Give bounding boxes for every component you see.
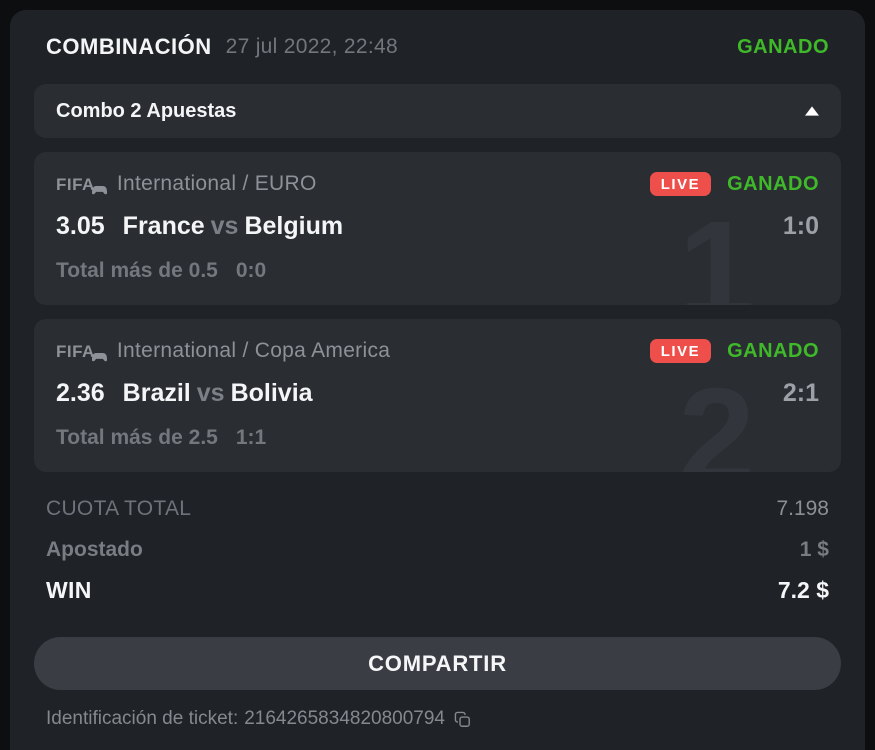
vs-label: vs [196, 379, 225, 407]
match-score: 1:0 [782, 212, 819, 240]
total-odds-value: 7.198 [776, 496, 829, 520]
ticket-header: COMBINACIÓN 27 jul 2022, 22:48 GANADO [34, 32, 841, 62]
total-odds-label: CUOTA TOTAL [46, 496, 192, 520]
match-row: 2.36 Brazil vs Bolivia 2:1 [56, 379, 819, 408]
bet-number-watermark: 1 [678, 193, 755, 305]
bet-card-1: 1 FIFA International / EURO LIVE GANADO … [34, 152, 841, 305]
bet-status: GANADO [727, 339, 819, 362]
stake-value: 1 $ [799, 537, 829, 561]
ticket-summary: CUOTA TOTAL 7.198 Apostado 1 $ WIN 7.2 $ [34, 488, 841, 611]
win-value: 7.2 $ [777, 577, 829, 603]
stake-label: Apostado [46, 537, 143, 561]
gamepad-icon [91, 185, 107, 195]
bet-odds: 3.05 [56, 212, 105, 240]
market-row: Total más de 2.5 1:1 [56, 426, 819, 450]
market-score: 0:0 [235, 259, 267, 282]
ticket-id-value: 2164265834820800794 [244, 708, 445, 729]
ticket-type-title: COMBINACIÓN [46, 34, 212, 59]
ticket-date: 27 jul 2022, 22:48 [225, 35, 398, 58]
combo-label: Combo 2 Apuestas [56, 99, 237, 122]
league-name: International / Copa America [116, 339, 391, 362]
vs-label: vs [210, 212, 239, 240]
bet-number-watermark: 2 [678, 360, 755, 472]
away-team: Belgium [244, 212, 344, 240]
ticket-id-row: Identificación de ticket: 21642658348208… [34, 708, 841, 730]
match-teams: France vs Belgium [123, 212, 343, 241]
market-score: 1:1 [235, 426, 267, 449]
bet-ticket-panel: COMBINACIÓN 27 jul 2022, 22:48 GANADO Co… [10, 10, 865, 750]
match-score: 2:1 [782, 379, 819, 407]
bet-card-2: 2 FIFA International / Copa America LIVE… [34, 319, 841, 472]
live-badge: LIVE [649, 339, 712, 363]
match-teams: Brazil vs Bolivia [123, 379, 313, 408]
home-team: France [122, 212, 205, 240]
ticket-id-label: Identificación de ticket: [46, 708, 239, 729]
bet-odds: 2.36 [56, 379, 105, 407]
ticket-status-badge: GANADO [737, 35, 829, 58]
combo-collapse-row[interactable]: Combo 2 Apuestas [34, 84, 841, 138]
market-row: Total más de 0.5 0:0 [56, 259, 819, 283]
match-row: 3.05 France vs Belgium 1:0 [56, 212, 819, 241]
win-label: WIN [46, 577, 92, 603]
league-name: International / EURO [116, 172, 317, 195]
copy-icon[interactable] [454, 711, 471, 728]
away-team: Bolivia [230, 379, 313, 407]
share-button[interactable]: COMPARTIR [34, 637, 841, 690]
stake-row: Apostado 1 $ [46, 529, 829, 570]
fifa-esports-logo: FIFA [56, 343, 107, 362]
market-name: Total más de 2.5 [56, 426, 218, 449]
fifa-esports-logo: FIFA [56, 176, 107, 195]
bet-status: GANADO [727, 172, 819, 195]
home-team: Brazil [122, 379, 191, 407]
chevron-up-icon [805, 106, 819, 116]
live-badge: LIVE [649, 172, 712, 196]
win-row: WIN 7.2 $ [46, 570, 829, 611]
total-odds-row: CUOTA TOTAL 7.198 [46, 488, 829, 529]
market-name: Total más de 0.5 [56, 259, 218, 282]
gamepad-icon [91, 352, 107, 362]
